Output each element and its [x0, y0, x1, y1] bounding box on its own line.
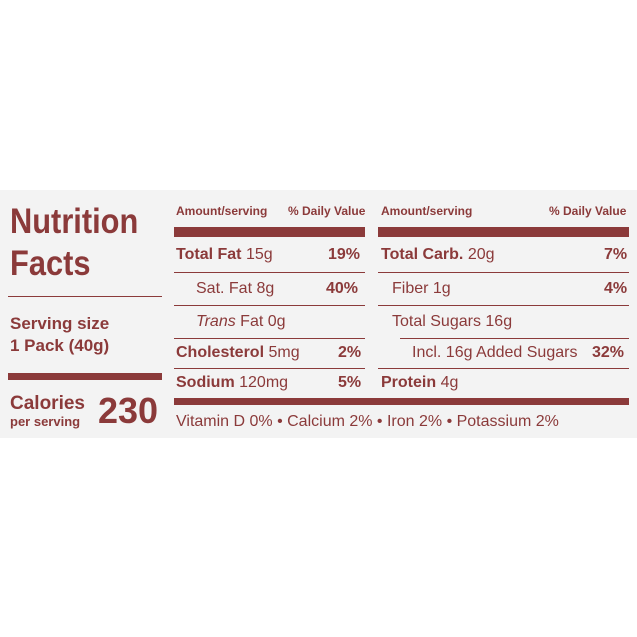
serving-size-value: 1 Pack (40g) — [10, 336, 110, 355]
row-rule — [174, 305, 365, 306]
row-rule — [174, 272, 365, 273]
title-nutrition: Nutrition — [10, 202, 139, 241]
right-dv-header: % Daily Value — [549, 204, 627, 218]
sodium-row: Sodium 120mg — [176, 374, 289, 391]
row-rule — [174, 338, 365, 339]
row-rule — [400, 338, 629, 339]
divider — [8, 296, 162, 297]
fiber-row: Fiber 1g — [392, 280, 451, 297]
total-carb-row: Total Carb. 20g — [381, 246, 495, 263]
left-thick-rule — [174, 227, 365, 237]
total-fat-dv: 19% — [328, 246, 361, 263]
sat-fat-dv: 40% — [326, 280, 359, 297]
added-sugars-row: Incl. 16g Added Sugars — [412, 344, 578, 361]
per-serving-label: per serving — [10, 414, 81, 429]
right-amount-header: Amount/serving — [381, 204, 473, 218]
cholesterol-row: Cholesterol 5mg — [176, 344, 300, 361]
fiber-dv: 4% — [604, 280, 628, 297]
right-thick-rule — [378, 227, 629, 237]
title-facts: Facts — [10, 244, 91, 283]
left-dv-header: % Daily Value — [288, 204, 366, 218]
sodium-dv: 5% — [338, 374, 362, 391]
cholesterol-dv: 2% — [338, 344, 362, 361]
row-rule — [378, 305, 629, 306]
vitamins-minerals: Vitamin D 0% • Calcium 2% • Iron 2% • Po… — [176, 413, 559, 430]
total-sugars-row: Total Sugars 16g — [392, 313, 513, 330]
thick-divider — [8, 373, 162, 380]
total-carb-dv: 7% — [604, 246, 628, 263]
row-rule — [378, 368, 629, 369]
left-amount-header: Amount/serving — [176, 204, 268, 218]
row-rule — [174, 368, 365, 369]
sat-fat-row: Sat. Fat 8g — [196, 280, 275, 297]
trans-fat-row: Trans Fat 0g — [196, 313, 286, 330]
calories-label: Calories — [10, 393, 85, 414]
row-rule — [378, 272, 629, 273]
added-sugars-dv: 32% — [592, 344, 625, 361]
calories-value: 230 — [98, 390, 159, 431]
serving-size-label: Serving size — [10, 314, 110, 333]
total-fat-row: Total Fat 15g — [176, 246, 273, 263]
bottom-thick-rule — [174, 398, 629, 405]
protein-row: Protein 4g — [381, 374, 459, 391]
